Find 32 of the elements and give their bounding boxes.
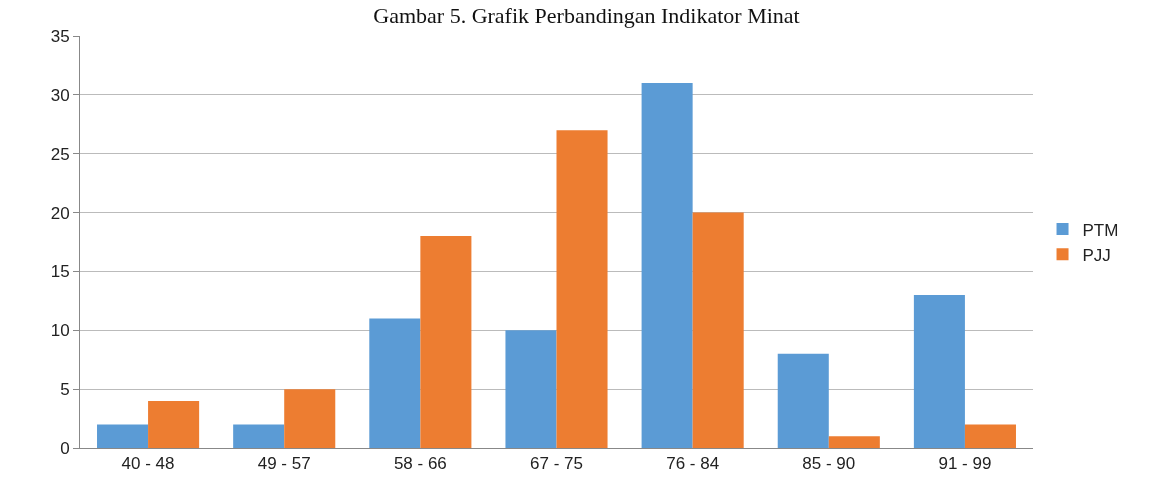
chart-title: Gambar 5. Grafik Perbandingan Indikator Minat	[373, 2, 800, 28]
bar	[148, 400, 200, 448]
y-tick-label: 25	[50, 144, 70, 164]
y-tick-label: 20	[50, 203, 70, 223]
y-tick-label: 15	[50, 262, 70, 282]
bar	[369, 318, 421, 448]
x-tick-label: 91 - 99	[938, 454, 992, 474]
legend-label: PTM	[1082, 220, 1119, 240]
x-tick-label: 49 - 57	[257, 454, 311, 474]
y-tick-label: 35	[50, 26, 70, 46]
y-tick-label: 10	[50, 321, 70, 341]
y-tick-label: 0	[60, 438, 70, 458]
bar	[97, 424, 149, 448]
y-tick-label: 30	[50, 85, 70, 105]
x-tick-label: 58 - 66	[393, 454, 447, 474]
bar	[964, 424, 1016, 448]
legend-label: PJJ	[1082, 245, 1111, 265]
bar	[692, 212, 744, 448]
x-tick-label: 67 - 75	[530, 454, 583, 474]
bar	[913, 294, 965, 448]
bar	[641, 83, 693, 448]
bar	[233, 424, 285, 448]
bar	[777, 353, 829, 448]
x-tick-label: 40 - 48	[121, 454, 175, 474]
bar	[556, 130, 608, 448]
bar	[505, 330, 557, 448]
x-tick-label: 76 - 84	[666, 454, 720, 474]
bar	[420, 236, 472, 448]
y-tick-label: 5	[60, 380, 70, 400]
x-tick-label: 85 - 90	[802, 454, 856, 474]
bar	[284, 389, 336, 448]
bar	[828, 436, 880, 448]
